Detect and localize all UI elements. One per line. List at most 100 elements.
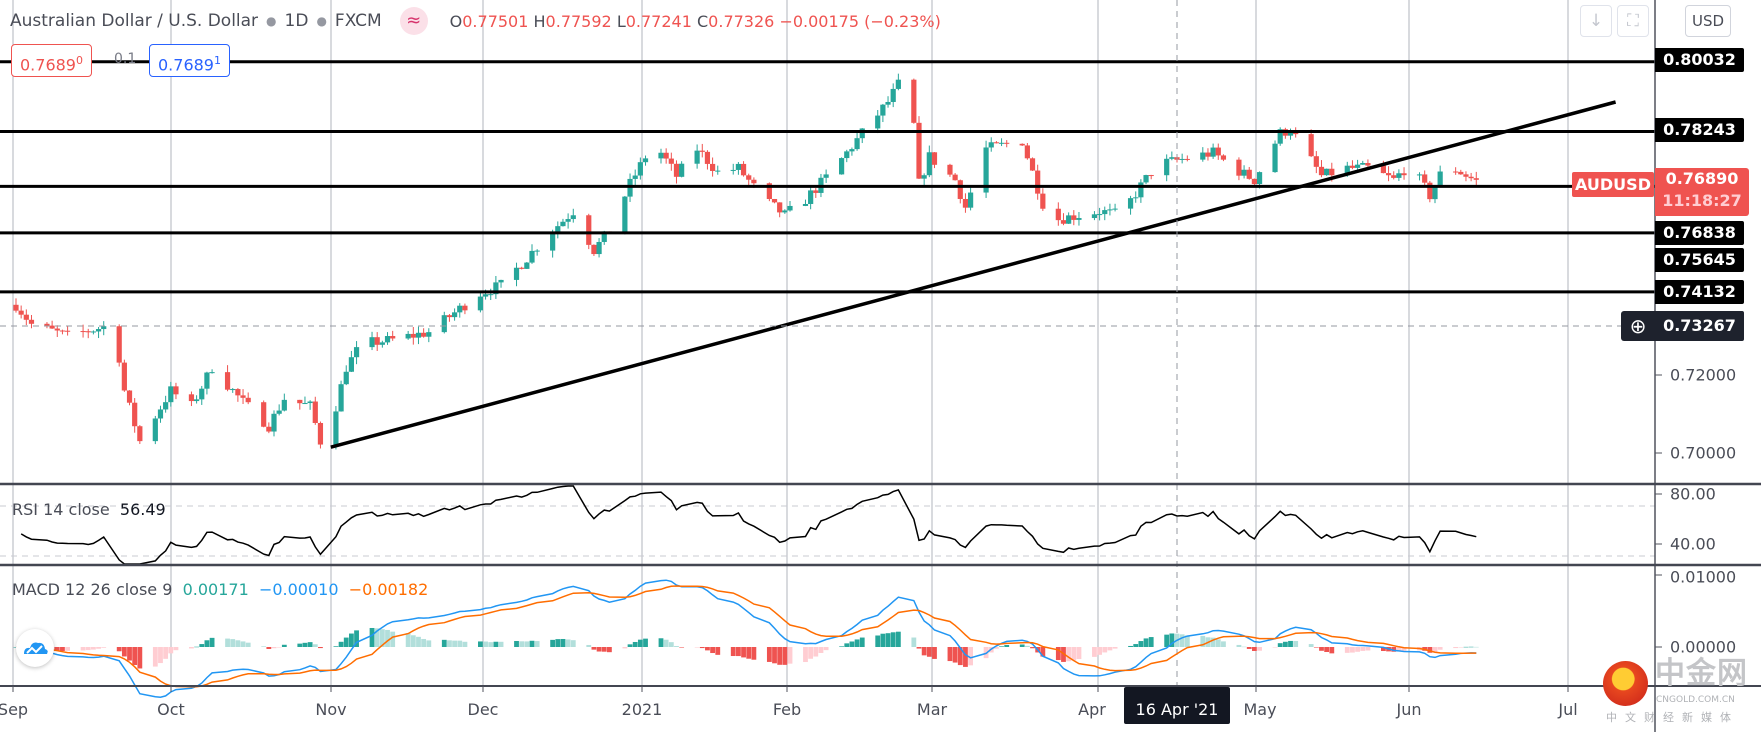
candle	[637, 162, 643, 176]
candle	[668, 158, 674, 164]
histogram-bar	[622, 647, 628, 649]
histogram-bar	[132, 647, 138, 666]
candle	[808, 190, 814, 204]
separator-dot: ●	[266, 14, 277, 28]
candle	[199, 388, 205, 400]
rsi-legend[interactable]: RSI 14 close 56.49	[12, 500, 166, 519]
candle	[663, 152, 669, 159]
histogram-bar	[204, 640, 210, 647]
candle	[787, 205, 793, 211]
candle	[209, 372, 215, 374]
histogram-bar	[410, 635, 416, 647]
histogram-bar	[751, 647, 757, 660]
histogram-bar	[385, 629, 390, 647]
candle	[271, 413, 277, 432]
time-label: Dec	[467, 700, 499, 719]
candle	[771, 198, 778, 203]
candle	[782, 210, 788, 213]
candle	[895, 79, 901, 89]
level-label: 0.80032	[1655, 48, 1744, 72]
histogram-bar	[421, 638, 427, 647]
candle	[390, 336, 396, 339]
candle	[844, 151, 850, 159]
candle	[137, 426, 143, 442]
scroll-to-latest-button[interactable]: ↓	[1580, 5, 1612, 37]
symbol-label: AUDUSD	[1572, 172, 1654, 197]
horizontal-levels[interactable]	[0, 60, 1655, 294]
histogram-bar	[91, 647, 96, 650]
wave-icon[interactable]: ≈	[399, 7, 428, 35]
histogram-bar	[1179, 634, 1185, 647]
candle	[1360, 163, 1366, 165]
candle	[384, 336, 391, 343]
fullscreen-button[interactable]: ⛶	[1617, 5, 1649, 37]
rsi-tick: 40.00	[1670, 534, 1716, 554]
histogram-bar	[194, 646, 199, 648]
histogram-bar	[426, 640, 432, 647]
histogram-bar	[968, 647, 973, 666]
histogram-bar	[932, 647, 937, 659]
histogram-bar	[452, 640, 457, 647]
candle	[116, 326, 122, 363]
candle	[415, 332, 422, 338]
candle	[44, 323, 50, 326]
add-alert-plus-icon[interactable]: ⊕	[1621, 311, 1655, 341]
histogram-bar	[281, 644, 287, 647]
candle	[1256, 172, 1263, 185]
candle	[751, 179, 757, 184]
histogram-bar	[596, 647, 602, 652]
candle	[839, 158, 845, 175]
candle	[1272, 143, 1278, 173]
candle	[1215, 147, 1221, 156]
candle	[1385, 173, 1392, 176]
histogram-bar	[1128, 645, 1133, 647]
interval[interactable]: 1D	[284, 11, 309, 31]
candle	[101, 326, 107, 330]
candle	[1184, 158, 1190, 160]
trendline[interactable]	[330, 100, 1617, 449]
histogram-bar	[338, 641, 344, 647]
time-label: Mar	[916, 700, 948, 719]
macd-tick: 0.00000	[1670, 637, 1737, 657]
measure-start-price[interactable]: 0.76890	[11, 44, 92, 77]
candle	[1427, 182, 1433, 200]
candle	[596, 241, 602, 255]
candle	[1324, 168, 1330, 176]
symbol-legend[interactable]: Australian Dollar / U.S. Dollar ● 1D ● F…	[10, 7, 941, 35]
candle	[890, 88, 896, 102]
candle	[261, 402, 267, 427]
histogram-bar	[555, 639, 561, 647]
candle	[379, 342, 385, 345]
histogram-bar	[1241, 646, 1247, 648]
macd-legend[interactable]: MACD 12 26 close 9 0.00171 −0.00010 −0.0…	[12, 580, 429, 599]
histogram-bar	[245, 642, 251, 647]
tradingview-logo[interactable]	[16, 629, 54, 667]
candle	[302, 403, 308, 405]
candle	[823, 174, 829, 178]
histogram-bar	[343, 637, 349, 647]
candle	[477, 296, 483, 311]
candle	[1391, 175, 1397, 178]
histogram-bar	[1453, 647, 1459, 649]
macd-histogram	[13, 627, 1479, 669]
time-label: Apr	[1078, 700, 1106, 719]
histogram-bar	[271, 647, 277, 649]
candle	[343, 371, 349, 385]
measure-end-price[interactable]: 0.76891	[149, 44, 230, 77]
candle	[1220, 155, 1227, 160]
macd-tick: 0.01000	[1670, 567, 1737, 587]
candle	[513, 267, 520, 280]
candle	[1091, 214, 1098, 219]
exchange: FXCM	[334, 11, 382, 31]
histogram-bar	[1004, 645, 1010, 647]
histogram-bar	[994, 647, 999, 649]
candle	[18, 310, 24, 315]
histogram-bar	[963, 647, 968, 667]
candle	[80, 331, 86, 333]
candle	[673, 163, 680, 177]
histogram-bar	[632, 641, 638, 647]
candle	[65, 330, 71, 332]
histogram-bar	[1473, 646, 1479, 648]
currency-button[interactable]: USD	[1685, 5, 1731, 37]
